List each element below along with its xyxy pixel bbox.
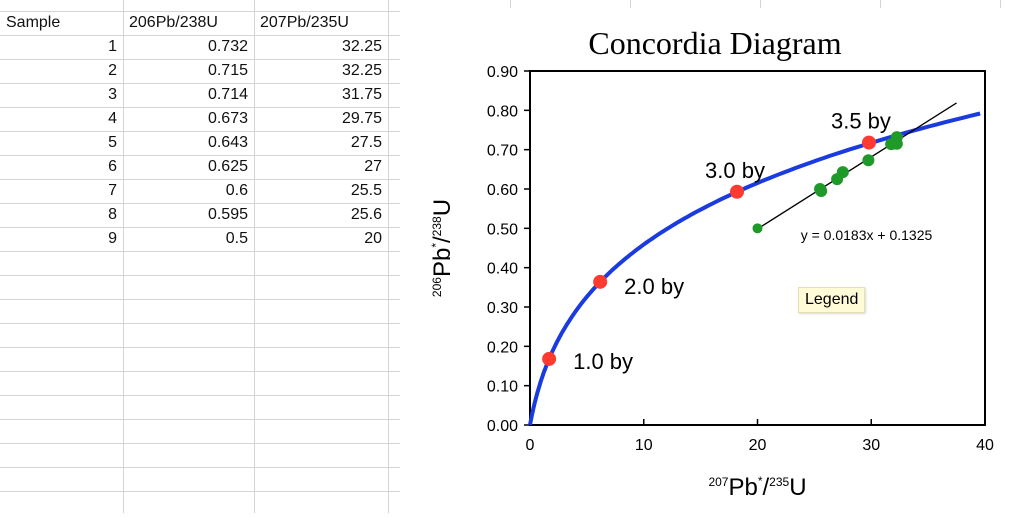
x-axis-label: 207Pb*/235U <box>708 474 806 501</box>
table-cell[interactable]: 1 <box>108 38 117 55</box>
table-cell[interactable]: 31.75 <box>341 86 382 103</box>
y-tick-label: 0.80 <box>487 103 518 120</box>
axis-label-part: / <box>763 474 770 501</box>
y-tick-label: 0.10 <box>487 379 518 396</box>
axis-label-part: 235 <box>769 475 789 489</box>
table-cell[interactable]: 0.673 <box>207 110 248 127</box>
table-cell[interactable]: 27 <box>364 158 382 175</box>
column-header[interactable]: 206Pb/238U <box>129 14 218 31</box>
column-divider <box>388 0 389 513</box>
table-cell[interactable]: 0.732 <box>207 38 248 55</box>
y-axis-label: 206Pb*/238U <box>429 199 456 297</box>
column-header[interactable]: Sample <box>6 14 61 31</box>
chart-title: Concordia Diagram <box>588 25 841 61</box>
axis-label-part: / <box>429 236 456 243</box>
sample-point <box>862 154 875 167</box>
table-cell[interactable]: 0.6 <box>225 182 248 199</box>
table-cell[interactable]: 25.6 <box>350 206 382 223</box>
axis-label-part: * <box>758 474 763 488</box>
age-label: 2.0 by <box>624 274 684 299</box>
column-divider <box>123 0 124 513</box>
age-marker <box>593 274 608 289</box>
x-tick-label: 40 <box>976 437 994 454</box>
table-cell[interactable]: 0.5 <box>225 230 248 247</box>
y-tick-label: 0.50 <box>487 221 518 238</box>
age-marker <box>730 184 745 199</box>
y-tick-label: 0.90 <box>487 64 518 81</box>
age-marker <box>542 351 557 366</box>
axis-label-part: 206 <box>430 277 444 297</box>
x-tick-label: 20 <box>749 437 767 454</box>
trendline-equation: y = 0.0183x + 0.1325 <box>801 227 933 243</box>
table-cell[interactable]: 0.625 <box>207 158 248 175</box>
table-cell[interactable]: 4 <box>108 110 117 127</box>
age-marker <box>861 135 876 150</box>
y-tick-label: 0.20 <box>487 339 518 356</box>
x-tick-label: 0 <box>526 437 535 454</box>
sample-point <box>885 138 898 151</box>
axis-label-part: * <box>429 243 443 248</box>
table-cell[interactable]: 32.25 <box>341 62 382 79</box>
legend-tooltip[interactable]: Legend <box>798 287 866 313</box>
table-cell[interactable]: 29.75 <box>341 110 382 127</box>
table-cell[interactable]: 0.714 <box>207 86 248 103</box>
table-cell[interactable]: 0.595 <box>207 206 248 223</box>
age-label: 3.0 by <box>705 158 765 183</box>
table-cell[interactable]: 6 <box>108 158 117 175</box>
x-tick-label: 30 <box>862 437 880 454</box>
x-tick-label: 10 <box>635 437 653 454</box>
column-divider <box>254 0 255 513</box>
age-label: 3.5 by <box>831 109 891 134</box>
sample-point <box>815 184 828 197</box>
table-cell[interactable]: 0.715 <box>207 62 248 79</box>
table-cell[interactable]: 7 <box>108 182 117 199</box>
axis-label-part: U <box>789 474 806 501</box>
age-label: 1.0 by <box>573 349 633 374</box>
sample-point <box>831 173 844 186</box>
table-cell[interactable]: 2 <box>108 62 117 79</box>
y-tick-label: 0.70 <box>487 143 518 160</box>
axis-label-part: Pb <box>429 248 456 277</box>
concordia-curve <box>528 111 981 426</box>
axis-label-part: 207 <box>708 475 728 489</box>
table-cell[interactable]: 0.643 <box>207 134 248 151</box>
axis-label-part: U <box>429 199 456 216</box>
table-cell[interactable]: 8 <box>108 206 117 223</box>
table-cell[interactable]: 32.25 <box>341 38 382 55</box>
table-cell[interactable]: 20 <box>364 230 382 247</box>
y-tick-label: 0.60 <box>487 182 518 199</box>
table-cell[interactable]: 3 <box>108 86 117 103</box>
table-cell[interactable]: 27.5 <box>350 134 382 151</box>
sample-point <box>752 223 763 234</box>
column-header[interactable]: 207Pb/235U <box>260 14 349 31</box>
trendline <box>757 102 957 230</box>
y-tick-label: 0.30 <box>487 300 518 317</box>
table-cell[interactable]: 5 <box>108 134 117 151</box>
concordia-chart[interactable]: Concordia Diagram 0 10 20 30 40 0.00 0.10 0.20 0.… <box>400 8 1024 513</box>
table-cell[interactable]: 9 <box>108 230 117 247</box>
table-cell[interactable]: 25.5 <box>350 182 382 199</box>
y-tick-label: 0.00 <box>487 418 518 435</box>
axis-label-part: 238 <box>430 216 444 236</box>
y-tick-label: 0.40 <box>487 261 518 278</box>
chart-svg: Concordia Diagram 0 10 20 30 40 0.00 0.10 0.20 0.… <box>429 25 994 501</box>
axis-label-part: Pb <box>728 474 757 501</box>
